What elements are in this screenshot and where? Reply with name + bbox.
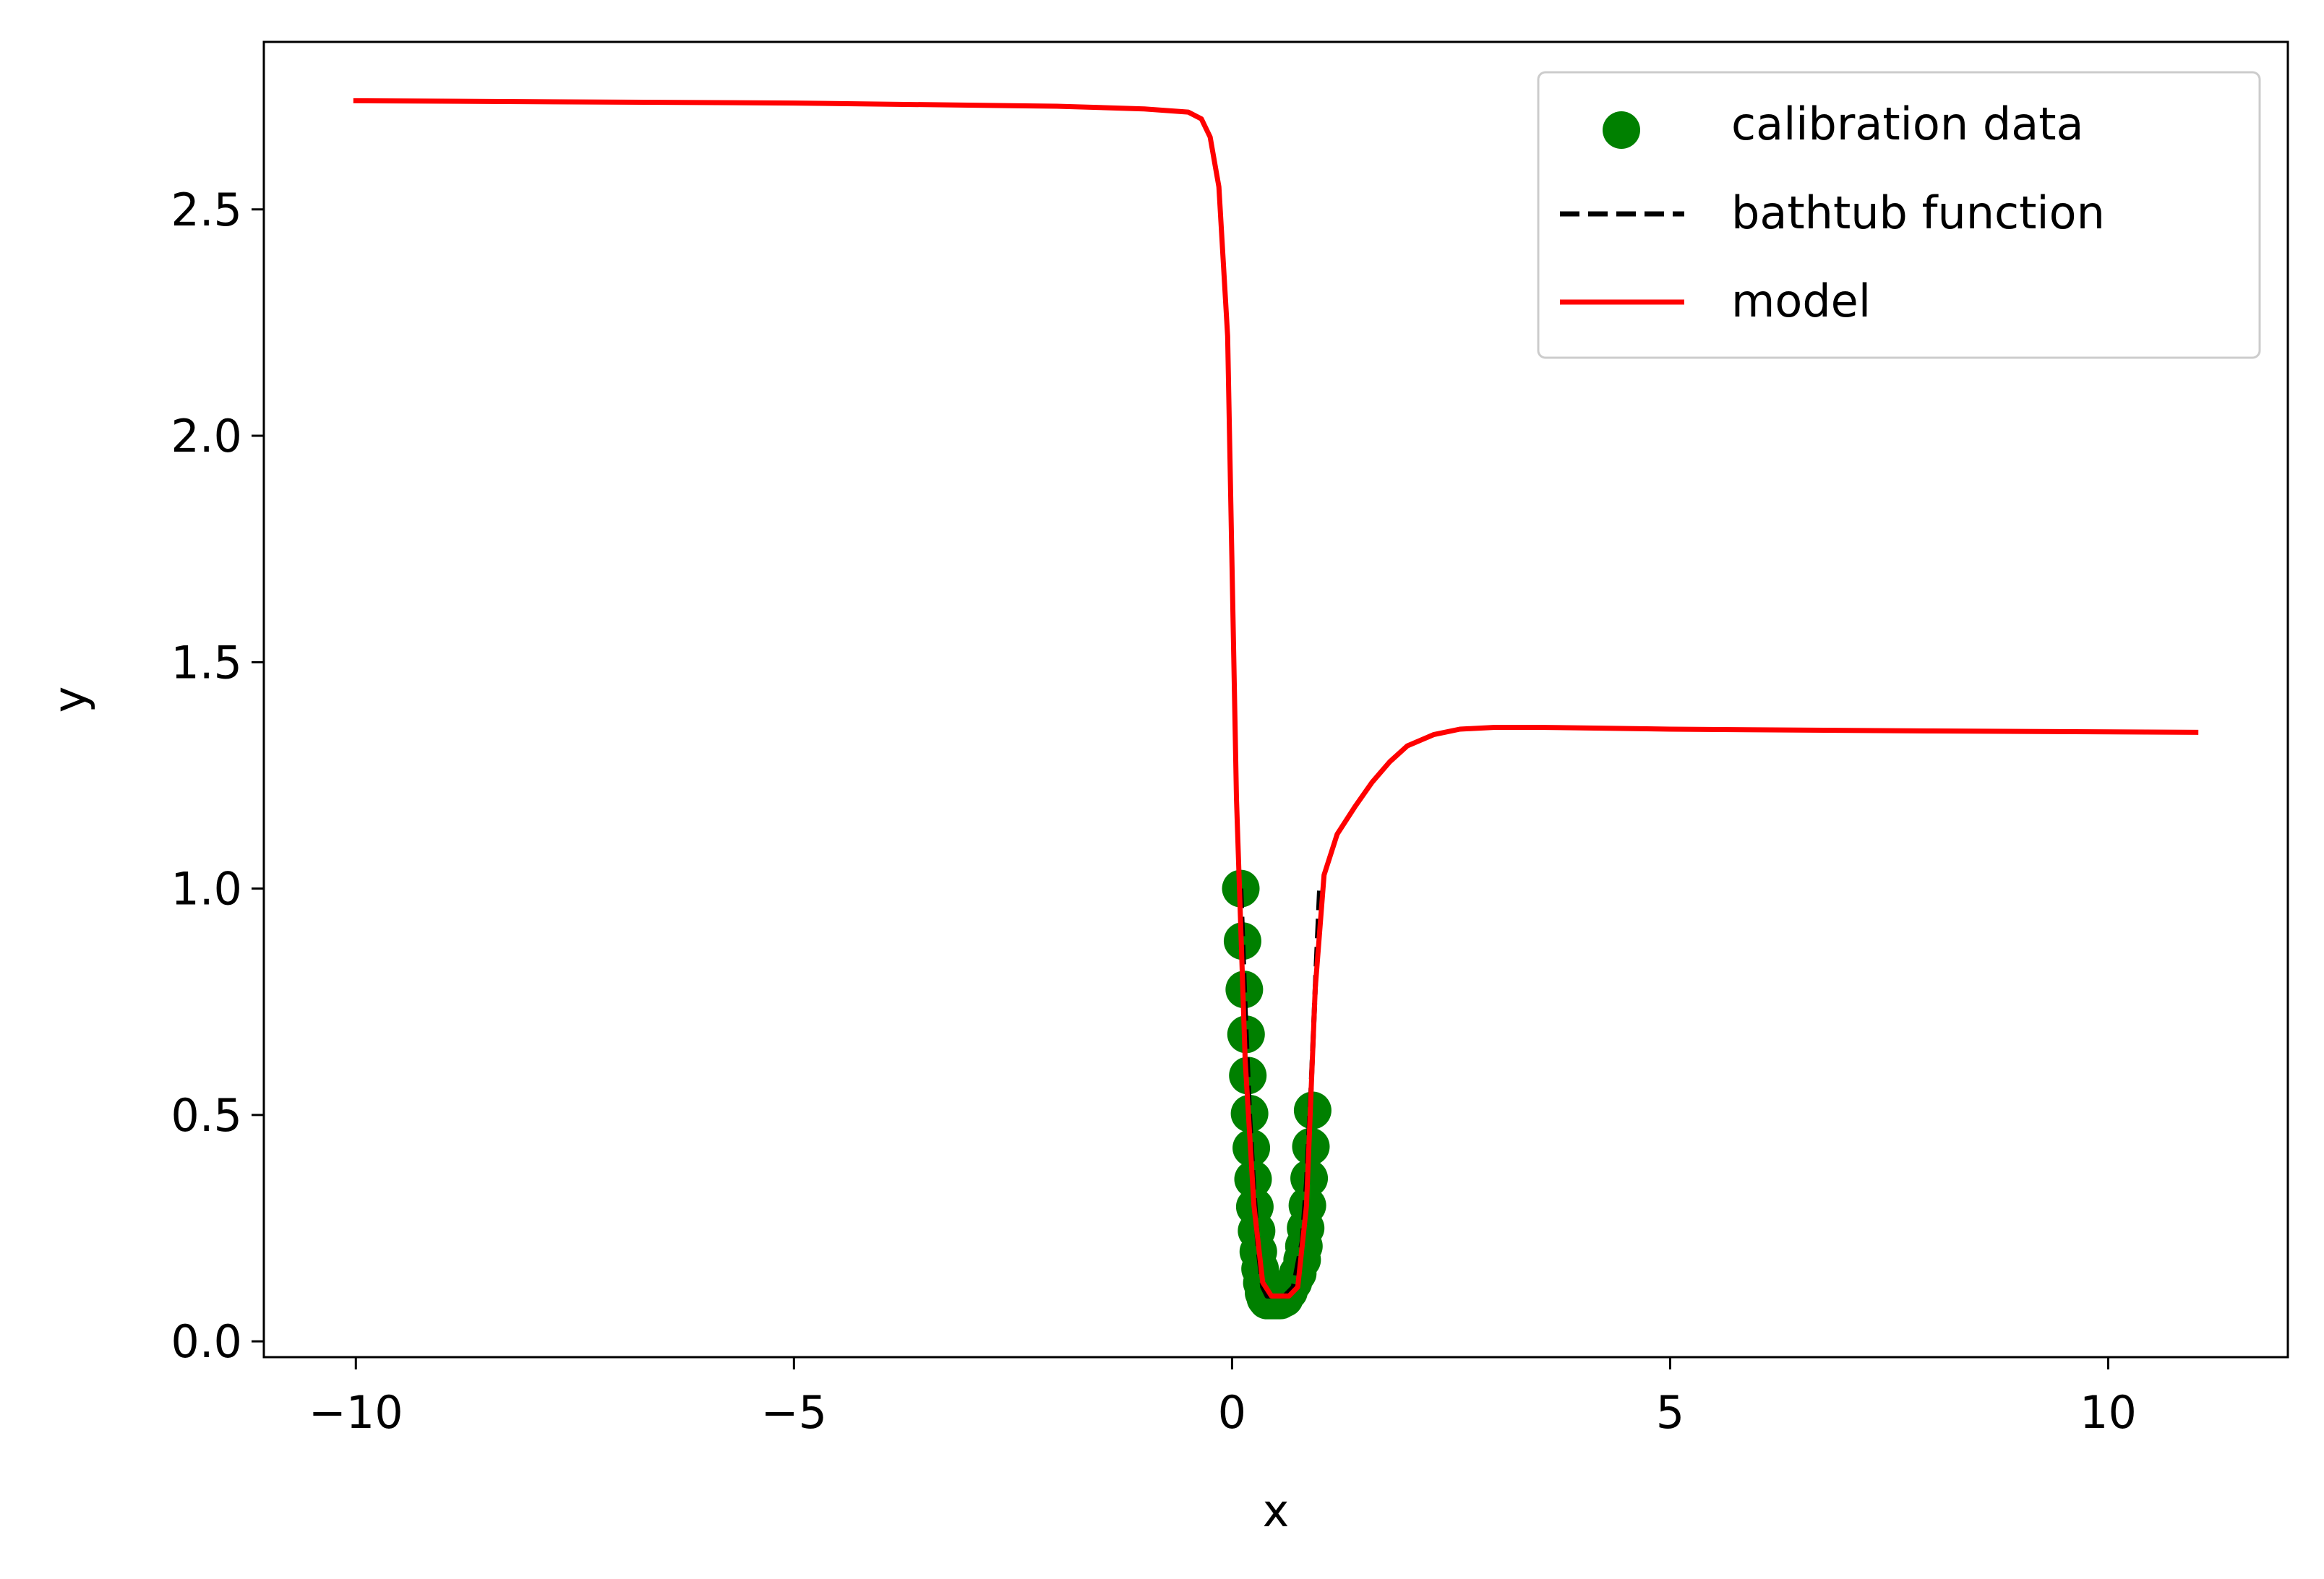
y-tick-label: 0.5 [171, 1089, 242, 1142]
x-tick-label: 5 [1656, 1386, 1684, 1439]
legend-marker-calibration-data [1603, 111, 1640, 149]
x-axis-ticks: −10 −5 0 5 10 [309, 1357, 2137, 1439]
y-tick-label: 1.5 [171, 636, 242, 689]
y-axis-label: y [43, 687, 96, 713]
x-axis-label: x [1263, 1484, 1290, 1537]
y-tick-label: 2.5 [171, 184, 242, 236]
legend-label-bathtub-function: bathtub function [1731, 186, 2105, 239]
legend-box [1537, 71, 2261, 359]
y-tick-label: 0.0 [171, 1315, 242, 1368]
y-tick-label: 1.0 [171, 863, 242, 916]
series-layer [353, 98, 2199, 1320]
x-tick-label: −5 [761, 1386, 827, 1439]
x-tick-label: 10 [2080, 1386, 2137, 1439]
x-tick-label: 0 [1218, 1386, 1246, 1439]
y-axis-ticks: 0.0 0.5 1.0 1.5 2.0 2.5 [171, 184, 264, 1368]
y-tick-label: 2.0 [171, 410, 242, 462]
model-line [353, 98, 2199, 1299]
x-tick-label: −10 [309, 1386, 403, 1439]
legend: calibration data bathtub function model [1537, 71, 2261, 359]
legend-label-calibration-data: calibration data [1731, 98, 2084, 150]
plot-frame [262, 40, 2289, 1359]
legend-label-model: model [1731, 275, 1871, 327]
